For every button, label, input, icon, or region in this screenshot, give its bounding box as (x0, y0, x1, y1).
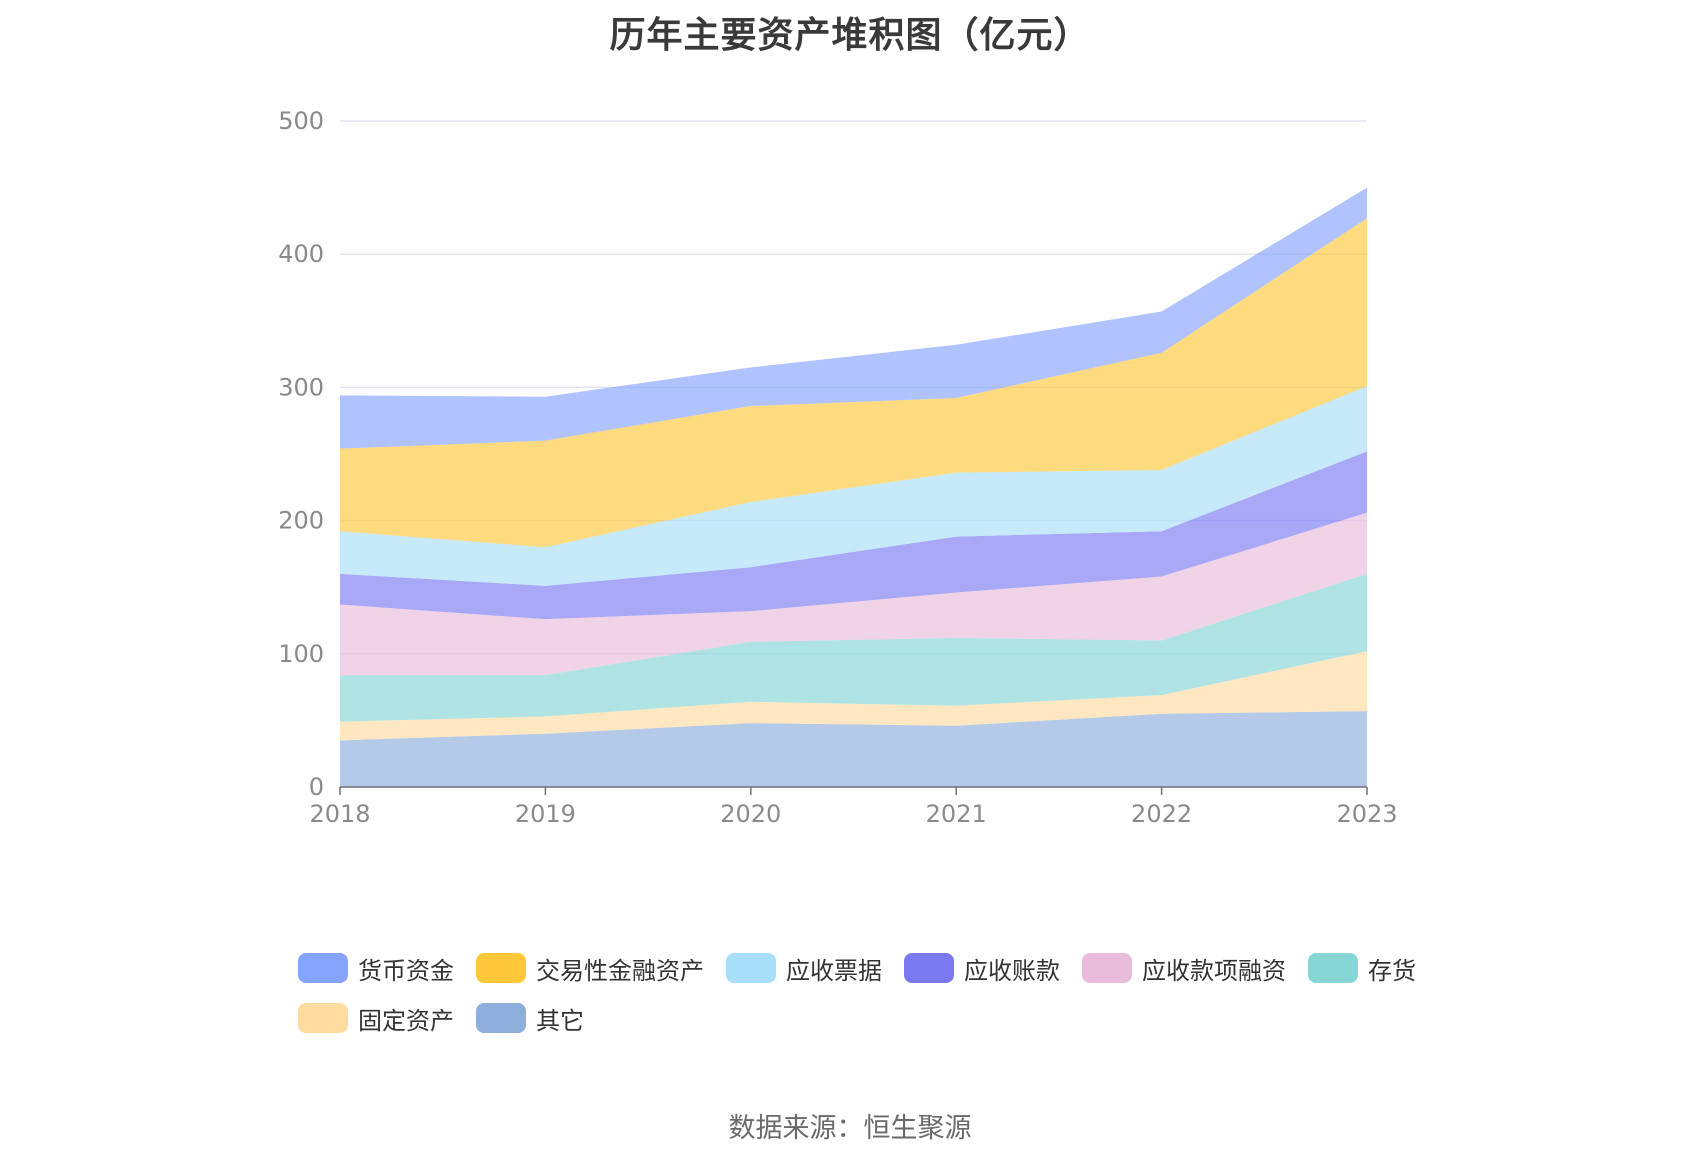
legend-item[interactable]: 应收票据 (726, 950, 882, 986)
data-source-note: 数据来源：恒生聚源 (728, 1113, 972, 1144)
legend-swatch (476, 953, 526, 983)
legend-label: 存货 (1368, 956, 1416, 985)
legend-swatch (298, 953, 348, 983)
area-series-货币资金 (340, 187, 1367, 449)
area-series-交易性金融资产 (340, 218, 1367, 548)
legend-swatch (1308, 953, 1358, 983)
x-tick-label: 2018 (309, 800, 370, 828)
y-tick-label: 500 (278, 107, 324, 135)
stacked-area-chart: 0 100 200 300 400 500 2018 2019 2020 2021 2022 2023 (278, 107, 1397, 828)
area-series-存货 (340, 573, 1367, 722)
legend-swatch (726, 953, 776, 983)
legend-label: 固定资产 (358, 1006, 454, 1035)
legend-item[interactable]: 货币资金 (298, 950, 454, 986)
area-series-应收款项融资 (340, 512, 1367, 676)
axes: 0 100 200 300 400 500 2018 2019 2020 2021 2022 2023 (278, 107, 1397, 828)
legend: 货币资金 交易性金融资产 应收票据 应收账款 应收款项融资 存货固定资产 其它 (298, 950, 1458, 1036)
x-tick-label: 2023 (1336, 800, 1397, 828)
area-series-应收票据 (340, 386, 1367, 586)
chart-title: 历年主要资产堆积图（亿元） (609, 15, 1091, 56)
y-tick-label: 300 (278, 373, 324, 401)
x-tick-label: 2019 (515, 800, 576, 828)
area-series-固定资产 (340, 651, 1367, 741)
legend-label: 交易性金融资产 (536, 956, 704, 985)
legend-swatch (476, 1003, 526, 1033)
legend-item[interactable]: 固定资产 (298, 1000, 454, 1036)
legend-item[interactable]: 应收账款 (904, 950, 1060, 986)
legend-label: 应收票据 (786, 956, 882, 985)
legend-label: 应收款项融资 (1142, 956, 1286, 985)
area-series-应收账款 (340, 451, 1367, 620)
x-tick-label: 2022 (1131, 800, 1192, 828)
legend-label: 其它 (536, 1006, 584, 1035)
legend-label: 应收账款 (964, 956, 1060, 985)
y-tick-label: 100 (278, 640, 324, 668)
legend-label: 货币资金 (358, 956, 454, 985)
legend-swatch (904, 953, 954, 983)
legend-item[interactable]: 存货 (1308, 950, 1416, 986)
legend-item[interactable]: 应收款项融资 (1082, 950, 1286, 986)
y-tick-label: 400 (278, 240, 324, 268)
y-tick-label: 200 (278, 507, 324, 535)
legend-swatch (1082, 953, 1132, 983)
x-tick-label: 2020 (720, 800, 781, 828)
legend-item[interactable]: 交易性金融资产 (476, 950, 704, 986)
y-tick-label: 0 (309, 773, 324, 801)
x-tick-label: 2021 (926, 800, 987, 828)
legend-swatch (298, 1003, 348, 1033)
area-series (340, 187, 1367, 787)
legend-item[interactable]: 其它 (476, 1000, 584, 1036)
area-series-其它 (340, 711, 1367, 787)
